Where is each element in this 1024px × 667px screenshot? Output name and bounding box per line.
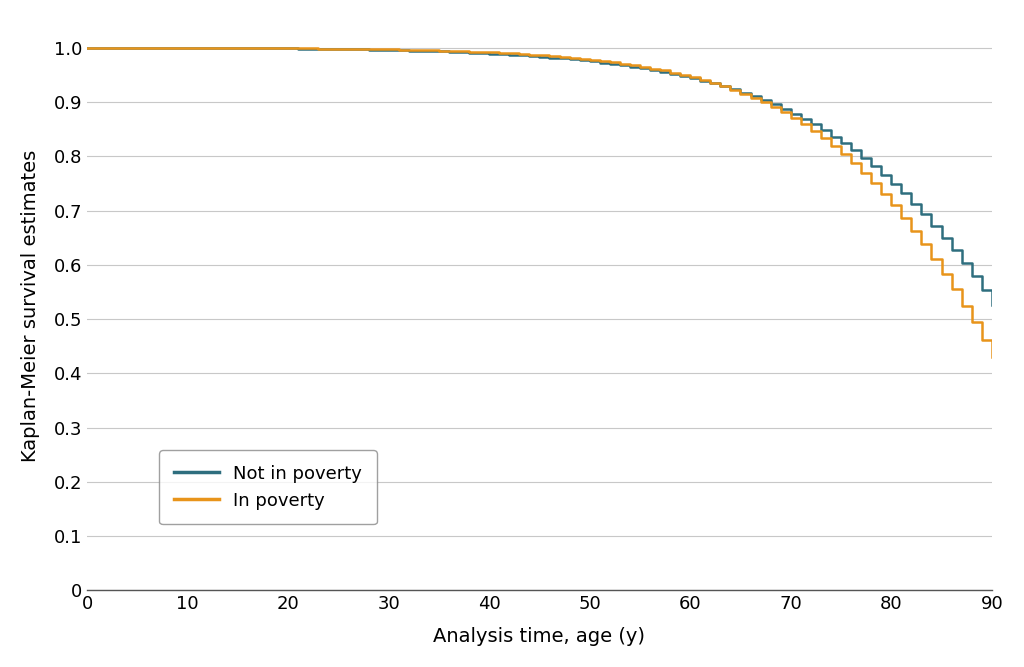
Line: In poverty: In poverty [87,48,992,357]
In poverty [81,44,93,52]
In poverty [373,45,385,53]
In poverty [986,353,998,361]
In poverty [553,53,565,61]
In poverty [483,49,496,57]
Not in poverty [644,66,656,74]
Y-axis label: Kaplan-Meier survival estimates: Kaplan-Meier survival estimates [20,149,40,462]
Legend: Not in poverty, In poverty: Not in poverty, In poverty [160,450,377,524]
Not in poverty [534,53,546,61]
Not in poverty [373,46,385,54]
Not in poverty [986,301,998,309]
Not in poverty [483,49,496,57]
In poverty [644,65,656,73]
Not in poverty [81,44,93,52]
X-axis label: Analysis time, age (y): Analysis time, age (y) [433,627,645,646]
In poverty [473,48,485,56]
In poverty [534,51,546,59]
Not in poverty [553,55,565,63]
Not in poverty [473,49,485,57]
Line: Not in poverty: Not in poverty [87,48,992,305]
